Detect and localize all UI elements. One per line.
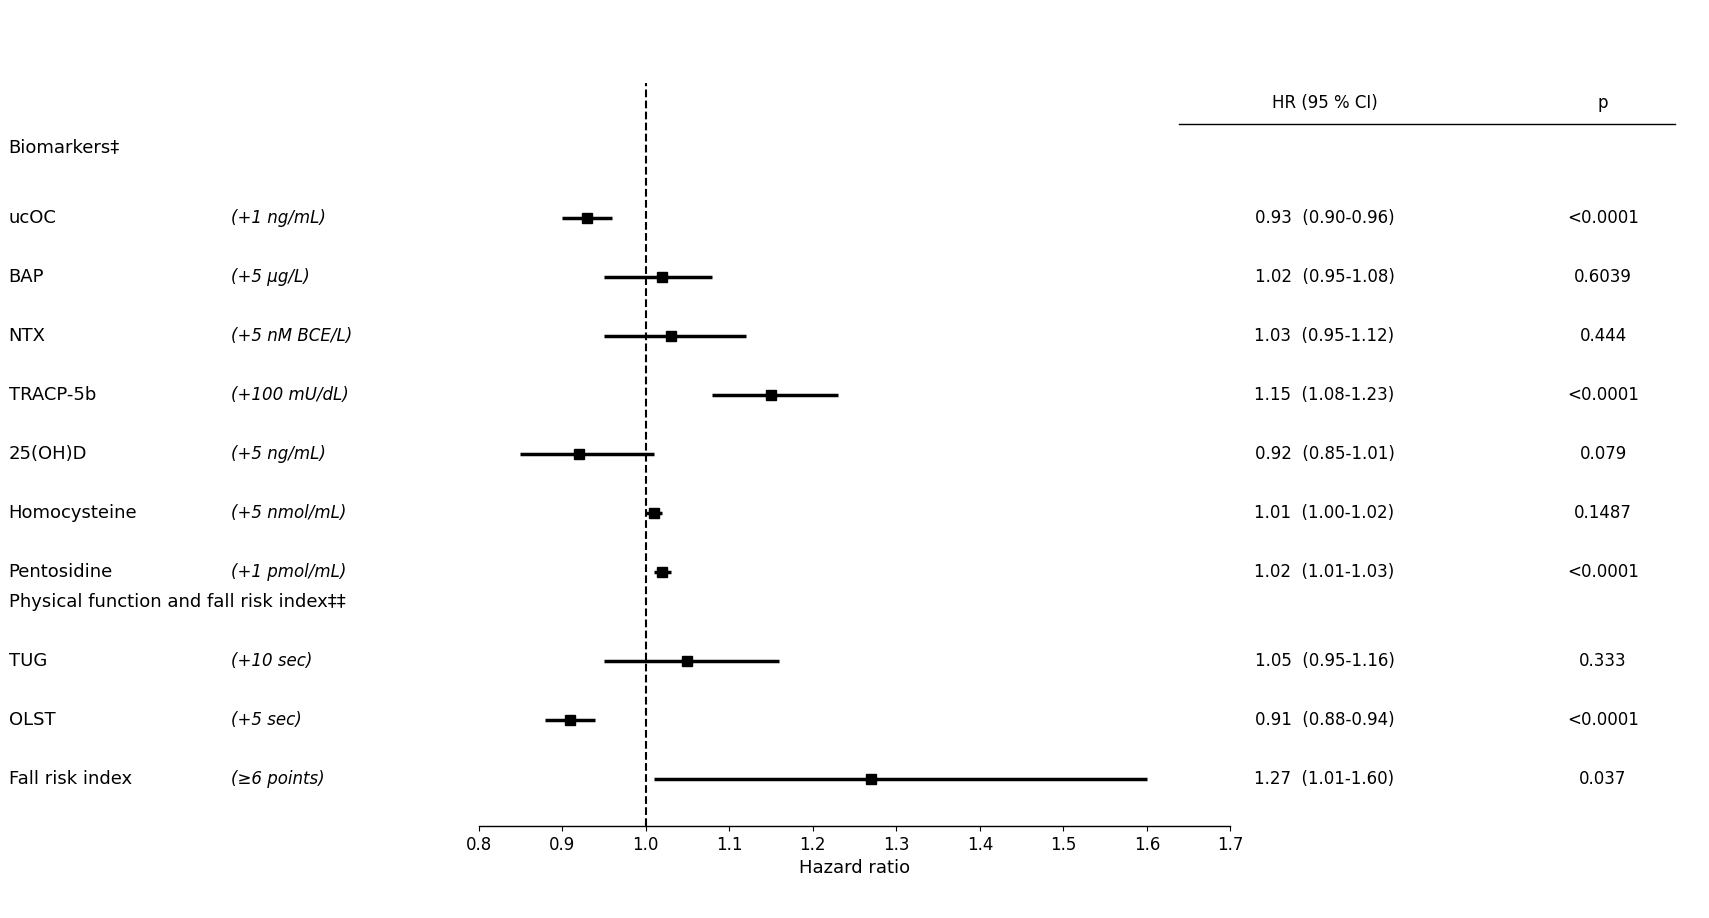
Text: NTX: NTX (9, 328, 46, 345)
Text: Physical function and fall risk index‡‡: Physical function and fall risk index‡‡ (9, 593, 345, 611)
Text: 25(OH)D: 25(OH)D (9, 445, 87, 464)
Text: 1.05  (0.95-1.16): 1.05 (0.95-1.16) (1254, 652, 1395, 670)
Text: (+10 sec): (+10 sec) (231, 652, 313, 670)
Text: 0.037: 0.037 (1579, 770, 1627, 788)
Text: (+5 ng/mL): (+5 ng/mL) (231, 445, 326, 464)
Text: 0.6039: 0.6039 (1574, 268, 1632, 286)
Text: (+1 ng/mL): (+1 ng/mL) (231, 209, 326, 228)
Text: 0.93  (0.90-0.96): 0.93 (0.90-0.96) (1254, 209, 1395, 228)
Text: 0.333: 0.333 (1579, 652, 1627, 670)
Text: p: p (1598, 95, 1608, 112)
Text: TUG: TUG (9, 652, 46, 670)
Text: <0.0001: <0.0001 (1567, 564, 1639, 581)
X-axis label: Hazard ratio: Hazard ratio (798, 859, 911, 878)
Text: 0.92  (0.85-1.01): 0.92 (0.85-1.01) (1254, 445, 1395, 464)
Text: 0.1487: 0.1487 (1574, 504, 1632, 522)
Text: (≥6 points): (≥6 points) (231, 770, 325, 788)
Text: HR (95 % CI): HR (95 % CI) (1271, 95, 1377, 112)
Text: TRACP-5b: TRACP-5b (9, 386, 96, 405)
Text: <0.0001: <0.0001 (1567, 386, 1639, 405)
Text: <0.0001: <0.0001 (1567, 209, 1639, 228)
Text: ucOC: ucOC (9, 209, 56, 228)
Text: 1.02  (0.95-1.08): 1.02 (0.95-1.08) (1254, 268, 1395, 286)
Text: Homocysteine: Homocysteine (9, 504, 137, 522)
Text: (+5 nM BCE/L): (+5 nM BCE/L) (231, 328, 352, 345)
Text: (+1 pmol/mL): (+1 pmol/mL) (231, 564, 347, 581)
Text: OLST: OLST (9, 711, 55, 729)
Text: (+5 nmol/mL): (+5 nmol/mL) (231, 504, 347, 522)
Text: (+100 mU/dL): (+100 mU/dL) (231, 386, 349, 405)
Text: <0.0001: <0.0001 (1567, 711, 1639, 729)
Text: 0.444: 0.444 (1579, 328, 1627, 345)
Text: 0.079: 0.079 (1579, 445, 1627, 464)
Text: Biomarkers‡: Biomarkers‡ (9, 139, 120, 157)
Text: 1.03  (0.95-1.12): 1.03 (0.95-1.12) (1254, 328, 1395, 345)
Text: Fall risk index: Fall risk index (9, 770, 132, 788)
Text: (+5 μg/L): (+5 μg/L) (231, 268, 309, 286)
Text: 1.02  (1.01-1.03): 1.02 (1.01-1.03) (1254, 564, 1395, 581)
Text: 1.15  (1.08-1.23): 1.15 (1.08-1.23) (1254, 386, 1395, 405)
Text: 1.01  (1.00-1.02): 1.01 (1.00-1.02) (1254, 504, 1395, 522)
Text: BAP: BAP (9, 268, 44, 286)
Text: 1.27  (1.01-1.60): 1.27 (1.01-1.60) (1254, 770, 1395, 788)
Text: (+5 sec): (+5 sec) (231, 711, 301, 729)
Text: 0.91  (0.88-0.94): 0.91 (0.88-0.94) (1254, 711, 1395, 729)
Text: Pentosidine: Pentosidine (9, 564, 113, 581)
